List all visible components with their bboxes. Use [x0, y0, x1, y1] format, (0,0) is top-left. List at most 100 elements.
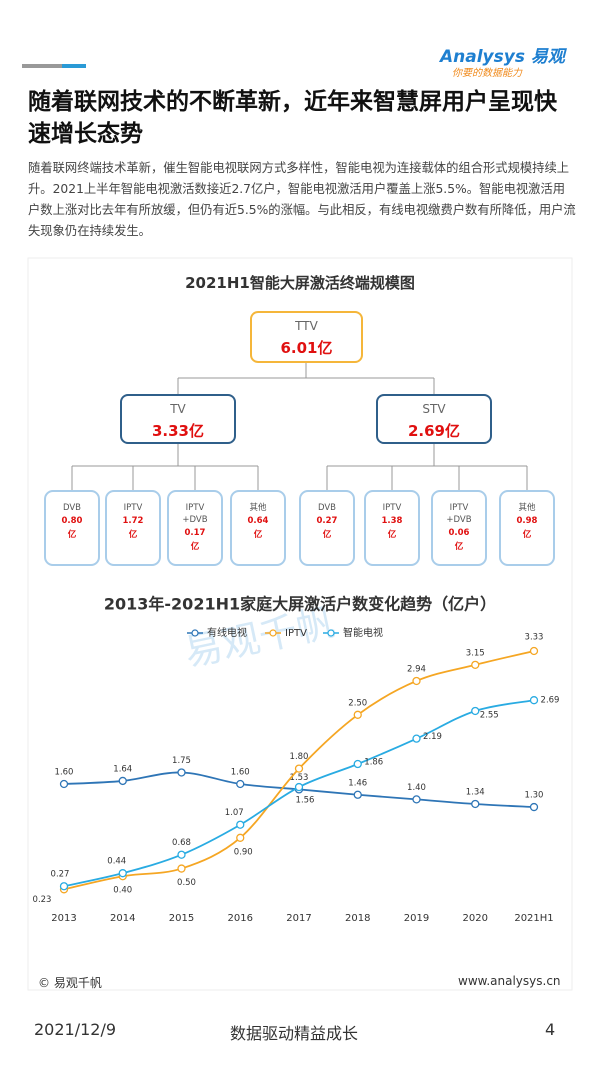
- connectors: [71, 362, 528, 490]
- node-label: DVB: [62, 503, 82, 513]
- node-unit: 亿: [322, 530, 332, 540]
- data-point: [236, 779, 245, 789]
- node-unit: 亿: [67, 530, 77, 540]
- data-label: 0.50: [177, 878, 196, 888]
- node-value: 0.80: [61, 516, 83, 526]
- x-tick-label: 2014: [110, 913, 135, 924]
- data-label: 0.68: [172, 838, 191, 848]
- data-label: 1.07: [225, 808, 244, 818]
- node-leaf: IPTV +DVB 0.06 亿: [431, 490, 487, 566]
- data-label: 1.60: [231, 767, 250, 777]
- node-label: STV: [422, 402, 446, 416]
- node-value: 1.72: [122, 516, 144, 526]
- data-label: 1.80: [290, 752, 309, 762]
- node-branch: STV 2.69亿: [376, 394, 492, 444]
- node-unit: 亿: [522, 530, 532, 540]
- tagline: 你要的数据能力: [452, 68, 522, 79]
- node-value: 0.17: [184, 528, 206, 538]
- data-point: [59, 882, 69, 891]
- data-label: 1.64: [113, 764, 132, 774]
- data-label: 1.86: [364, 758, 383, 768]
- data-point: [412, 734, 421, 743]
- data-point: [59, 779, 69, 789]
- data-label: 0.90: [234, 847, 253, 857]
- legend-swatch: [269, 629, 277, 637]
- node-leaf: IPTV 1.72 亿: [105, 490, 161, 566]
- data-point: [471, 660, 480, 669]
- node-unit: 亿: [454, 542, 464, 552]
- node-label: IPTV +DVB: [446, 503, 472, 525]
- data-label: 2.94: [407, 664, 426, 674]
- legend-swatch: [327, 629, 335, 637]
- node-unit: 亿: [190, 542, 200, 552]
- x-tick-label: 2013: [51, 913, 76, 924]
- data-label: 1.56: [296, 796, 315, 806]
- node-label: 其他: [249, 503, 267, 513]
- node-label: IPTV: [123, 503, 143, 513]
- node-leaf: DVB 0.80 亿: [44, 490, 100, 566]
- x-tick-label: 2021H1: [514, 913, 553, 924]
- node-root: TTV 6.01亿: [250, 311, 363, 363]
- node-leaf: 其他 0.98 亿: [499, 490, 555, 566]
- legend-swatch: [191, 629, 199, 637]
- node-value: 0.06: [448, 528, 470, 538]
- data-point: [353, 790, 362, 799]
- node-label: TTV: [295, 319, 318, 333]
- source: © 易观千帆: [38, 976, 102, 990]
- node-value: 0.64: [247, 516, 269, 526]
- node-unit: 亿: [253, 530, 263, 540]
- header-bar: [62, 64, 86, 68]
- x-tick-label: 2019: [404, 913, 429, 924]
- data-label: 3.33: [525, 633, 544, 643]
- data-point: [412, 676, 421, 686]
- data-point: [177, 850, 186, 859]
- data-point: [353, 710, 362, 719]
- data-label: 1.53: [290, 773, 309, 783]
- legend-label: 有线电视: [207, 626, 247, 639]
- x-tick-label: 2020: [463, 913, 488, 924]
- data-point: [529, 802, 539, 812]
- data-label: 1.30: [525, 791, 544, 801]
- x-tick-label: 2015: [169, 913, 194, 924]
- node-value: 0.27: [316, 516, 338, 526]
- data-label: 1.75: [172, 756, 191, 766]
- node-leaf: DVB 0.27 亿: [299, 490, 355, 566]
- chart-title: 2013年-2021H1家庭大屏激活户数变化趋势（亿户）: [104, 595, 496, 614]
- node-label: IPTV: [382, 503, 402, 513]
- data-label: 3.15: [466, 648, 485, 658]
- data-label: 0.40: [113, 886, 132, 896]
- data-point: [471, 706, 480, 716]
- title: 随着联网技术的不断革新，近年来智慧屏用户呈现快速增长态势: [28, 89, 557, 147]
- slogan: 数据驱动精益成长: [230, 1024, 359, 1043]
- data-label: 1.46: [348, 778, 367, 788]
- node-leaf: IPTV 1.38 亿: [364, 490, 420, 566]
- data-point: [177, 768, 186, 777]
- legend-label: IPTV: [285, 628, 307, 639]
- data-label: 2.55: [480, 710, 499, 720]
- data-label: 0.27: [51, 870, 70, 880]
- data-label: 0.44: [107, 857, 126, 867]
- data-point: [236, 820, 245, 829]
- data-point: [471, 799, 480, 809]
- site: www.analysys.cn: [458, 974, 561, 988]
- node-value: 1.38: [381, 516, 403, 526]
- node-leaf: 其他 0.64 亿: [230, 490, 286, 566]
- node-value: 0.98: [516, 516, 538, 526]
- data-point: [529, 646, 539, 656]
- node-label: IPTV +DVB: [182, 503, 208, 525]
- node-unit: 亿: [387, 530, 397, 540]
- node-leaf: IPTV +DVB 0.17 亿: [167, 490, 223, 566]
- data-point: [118, 869, 127, 878]
- line-chart: 2013 2014 2015 2016 2017 2018 2019 2020 2021H1 有线…: [33, 626, 560, 924]
- paragraph: 随着联网终端技术革新，催生智能电视联网方式多样性，智能电视为连接载体的组合形式规…: [28, 161, 576, 238]
- page-number: 4: [545, 1020, 556, 1039]
- node-unit: 亿: [128, 530, 138, 540]
- data-label: 1.34: [466, 787, 485, 797]
- data-label: 0.23: [33, 895, 52, 905]
- node-branch: TV 3.33亿: [120, 394, 236, 444]
- data-label: 1.60: [55, 767, 74, 777]
- data-point: [177, 864, 186, 873]
- node-value: 2.69亿: [407, 422, 460, 440]
